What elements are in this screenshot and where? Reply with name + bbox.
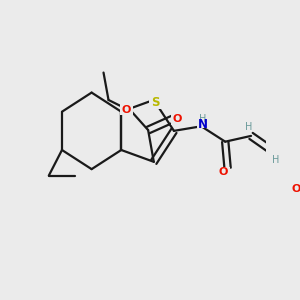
Text: N: N	[198, 118, 208, 131]
Text: H: H	[245, 122, 252, 132]
FancyBboxPatch shape	[272, 156, 280, 165]
FancyBboxPatch shape	[119, 104, 133, 116]
FancyBboxPatch shape	[217, 167, 230, 178]
Text: H: H	[199, 114, 206, 124]
Text: O: O	[172, 114, 182, 124]
FancyBboxPatch shape	[197, 116, 208, 128]
FancyBboxPatch shape	[289, 183, 300, 195]
Text: O: O	[122, 105, 131, 115]
Text: O: O	[291, 184, 300, 194]
FancyBboxPatch shape	[244, 123, 253, 131]
Text: S: S	[151, 96, 159, 109]
Text: O: O	[219, 167, 228, 178]
FancyBboxPatch shape	[171, 113, 184, 125]
FancyBboxPatch shape	[148, 97, 162, 109]
Text: H: H	[272, 155, 280, 165]
